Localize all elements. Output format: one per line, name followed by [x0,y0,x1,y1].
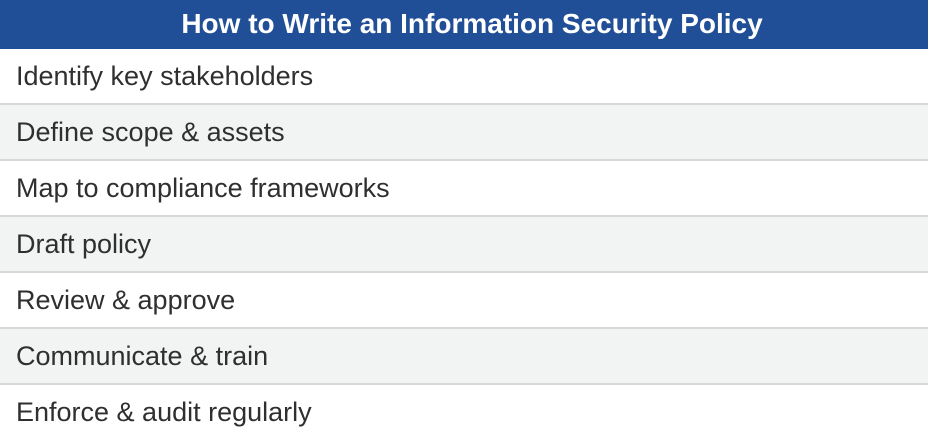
table-row: Enforce & audit regularly [0,383,928,440]
step-identify-key-stakeholders: Identify key stakeholders [16,60,314,91]
table-row: Map to compliance frameworks [0,159,928,216]
table-row: Define scope & assets [0,103,928,160]
table-row: Identify key stakeholders [0,48,928,104]
step-map-compliance-frameworks: Map to compliance frameworks [0,159,928,216]
step-enforce-audit: Enforce & audit regularly [0,383,928,440]
step-draft-policy: Draft policy [0,215,928,272]
table-row: Draft policy [0,215,928,272]
step-define-scope-assets: Define scope & assets [0,103,928,160]
table-body: Identify key stakeholders Define scope &… [0,48,928,440]
table-header: How to Write an Information Security Pol… [0,0,928,49]
table-row: Review & approve [0,271,928,328]
step-review-approve: Review & approve [0,271,928,328]
step-communicate-train: Communicate & train [0,327,928,384]
table-header-row: How to Write an Information Security Pol… [0,0,928,49]
table-row: Communicate & train [0,327,928,384]
table-title: How to Write an Information Security Pol… [0,0,928,49]
